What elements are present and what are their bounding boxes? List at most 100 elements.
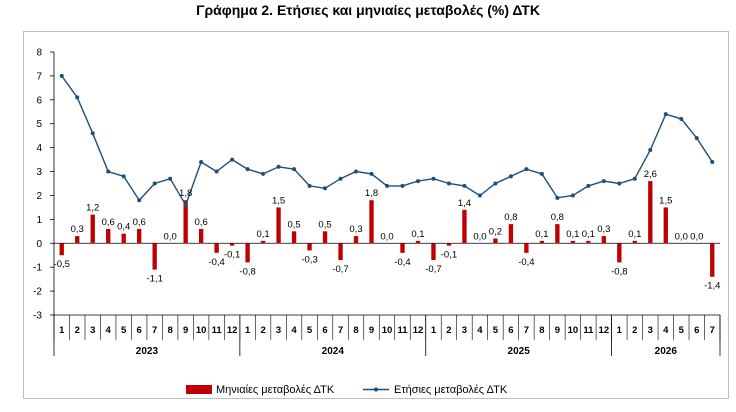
bar-value-label: -0,8 (611, 266, 627, 277)
bar (198, 228, 204, 244)
line-point (710, 159, 715, 164)
y-tick-label: 8 (36, 48, 42, 59)
bar-value-label: 0,8 (504, 212, 517, 223)
bar-value-label: -1,4 (704, 281, 720, 292)
x-month-label: 8 (353, 325, 358, 336)
bar-value-label: 0,1 (411, 229, 424, 240)
bar-value-label: 0,1 (256, 229, 269, 240)
x-month-label: 11 (212, 325, 223, 336)
bar-value-label: 1,5 (659, 195, 672, 206)
y-tick-label: 3 (36, 167, 42, 178)
bar (586, 240, 591, 244)
bar-value-label: 2,6 (644, 169, 657, 180)
line-point (524, 167, 529, 172)
x-month-label: 5 (307, 325, 313, 336)
x-month-label: 4 (106, 325, 112, 336)
bar (291, 231, 297, 244)
line-point (415, 179, 420, 184)
bar-value-label: -0,5 (54, 259, 70, 270)
line-point (493, 181, 498, 186)
legend-bar-label: Μηνιαίες μεταβολές ΔΤΚ (216, 384, 335, 396)
y-tick-label: 4 (36, 143, 42, 154)
bar (75, 236, 80, 244)
bar (369, 200, 374, 244)
bar (508, 224, 514, 244)
bar-value-label: 0,6 (195, 217, 208, 228)
bar-value-label: 1,2 (86, 203, 99, 214)
bar-value-label: -0,1 (224, 250, 240, 261)
x-year-label: 2026 (655, 346, 678, 357)
x-month-label: 10 (196, 325, 207, 336)
y-tick-label: 0 (36, 239, 42, 250)
line-point (601, 179, 606, 184)
line-point (168, 176, 173, 181)
line-point (307, 183, 312, 188)
x-month-label: 1 (617, 325, 623, 336)
line-point (323, 186, 328, 191)
line-point (121, 174, 126, 179)
line-point (648, 148, 653, 153)
bar-value-label: 1,8 (365, 188, 378, 199)
bar (493, 238, 498, 244)
x-year-label: 2025 (508, 346, 531, 357)
x-month-label: 7 (152, 325, 157, 336)
line-point (183, 203, 188, 208)
line-point (679, 116, 684, 121)
bar-value-label: 0,1 (628, 229, 641, 240)
x-month-label: 12 (413, 325, 424, 336)
bar (648, 181, 653, 244)
x-month-label: 11 (397, 325, 408, 336)
x-year-label: 2024 (322, 346, 345, 357)
x-month-label: 4 (477, 325, 483, 336)
x-month-label: 3 (90, 325, 95, 336)
x-month-label: 5 (121, 325, 127, 336)
x-month-label: 8 (539, 325, 544, 336)
x-month-label: 3 (276, 325, 281, 336)
x-month-label: 6 (322, 325, 327, 336)
line-point (338, 176, 343, 181)
line-point (245, 167, 250, 172)
line-point (586, 183, 591, 188)
x-month-label: 6 (508, 325, 513, 336)
bar (214, 243, 219, 253)
x-month-label: 10 (568, 325, 579, 336)
bar-value-label: 0,0 (473, 231, 486, 242)
bar-value-label: 0,1 (535, 229, 548, 240)
x-month-label: 12 (599, 325, 610, 336)
bar (322, 231, 328, 244)
legend: Μηνιαίες μεταβολές ΔΤΚ Ετήσιες μεταβολές … (186, 384, 508, 396)
bar-value-label: 1,5 (272, 195, 285, 206)
y-tick-label: 5 (36, 119, 42, 130)
line-point (261, 171, 266, 176)
y-tick-label: 1 (36, 215, 42, 226)
bar (276, 207, 281, 244)
line-point (446, 181, 451, 186)
y-tick-label: -2 (33, 287, 42, 298)
bar-value-label: 0,0 (380, 231, 393, 242)
line-point (106, 169, 111, 174)
line-point (292, 167, 297, 172)
bar (137, 228, 142, 244)
bar-value-label: -0,4 (394, 257, 410, 268)
x-month-label: 6 (694, 325, 699, 336)
x-month-label: 3 (462, 325, 467, 336)
x-month-label: 1 (431, 325, 437, 336)
line-point (539, 171, 544, 176)
bar (90, 214, 95, 244)
legend-line-marker (374, 387, 378, 392)
bar-value-label: 0,0 (675, 231, 688, 242)
bar (152, 243, 157, 270)
bar-value-label: 0,3 (71, 224, 84, 235)
bar (710, 243, 715, 277)
x-month-label: 1 (59, 325, 65, 336)
line-point (617, 181, 622, 186)
line-point (462, 183, 467, 188)
bar-value-label: 0,6 (133, 217, 146, 228)
bar (617, 243, 622, 263)
chart-frame (23, 31, 729, 399)
y-tick-label: -1 (33, 263, 42, 274)
bar (632, 240, 637, 244)
line-point (369, 171, 374, 176)
line-point (400, 183, 405, 188)
